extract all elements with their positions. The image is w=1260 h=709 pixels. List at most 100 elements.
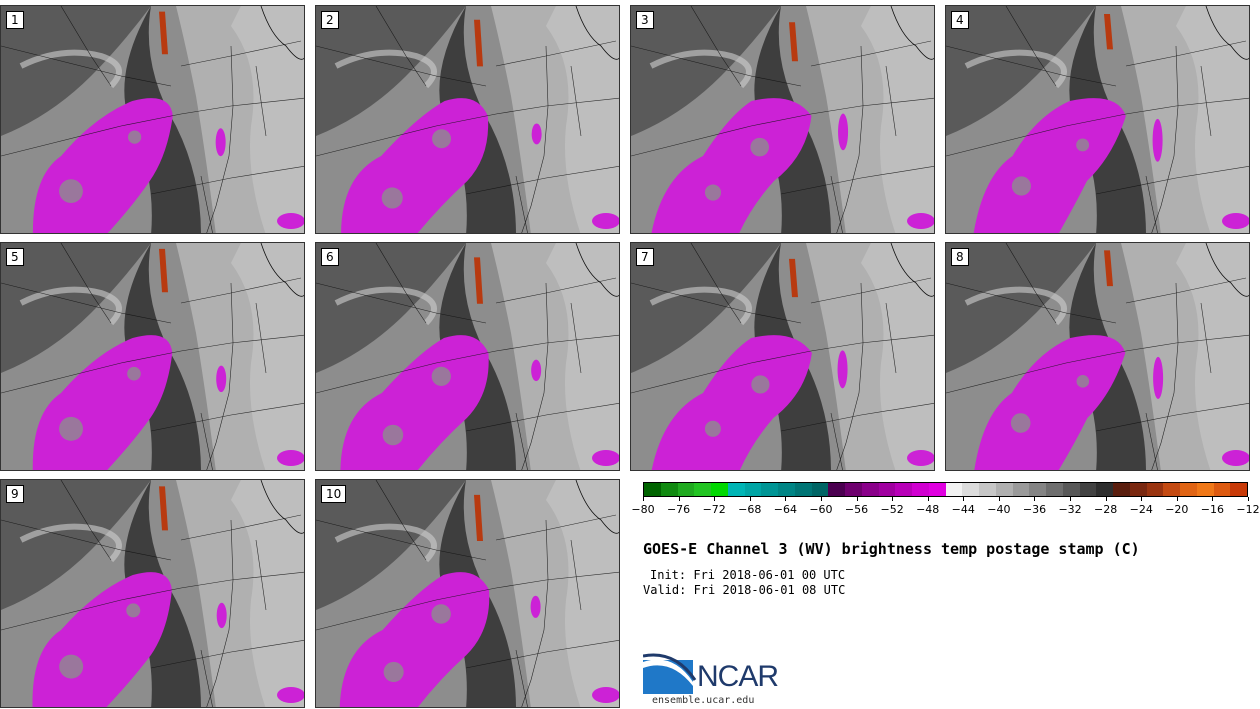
- member-number: 10: [321, 485, 347, 503]
- colorbar-tick-label: −40: [987, 503, 1011, 516]
- colorbar-tick: [1070, 497, 1072, 501]
- ensemble-member-panel: 9: [0, 479, 305, 708]
- member-number: 7: [636, 248, 654, 266]
- colorbar-segment: [1079, 483, 1097, 496]
- colorbar-segment: [1196, 483, 1214, 496]
- colorbar-tick: [998, 497, 1000, 501]
- colorbar-segment: [1046, 483, 1063, 496]
- colorbar-tick: [785, 497, 787, 501]
- colorbar-segment: [1163, 483, 1180, 496]
- colorbar-tick: [714, 497, 716, 501]
- colorbar-tick: [892, 497, 894, 501]
- ensemble-member-panel: 10: [315, 479, 620, 708]
- colorbar-tick: [749, 497, 751, 501]
- colorbar-tick: [856, 497, 858, 501]
- wv-map: [946, 243, 1249, 470]
- colorbar-ticks: −80 −76 −72 −68 −64 −60 −56 −52 −48 −44 −40 −36 −32−…: [631, 497, 1260, 517]
- wv-map: [316, 6, 619, 233]
- colorbar-segment: [1213, 483, 1231, 496]
- member-number: 9: [6, 485, 24, 503]
- colorbar-segment: [962, 483, 979, 496]
- colorbar-segment: [1113, 483, 1130, 496]
- wv-map: [316, 243, 619, 470]
- colorbar-segment: [1029, 483, 1046, 496]
- init-time: Init: Fri 2018-06-01 00 UTC: [650, 568, 846, 582]
- ensemble-member-panel: 8: [945, 242, 1250, 471]
- colorbar-segment: [1129, 483, 1147, 496]
- colorbar-segment: [878, 483, 896, 496]
- colorbar-tick-label: −36: [1022, 503, 1047, 516]
- member-number: 2: [321, 11, 339, 29]
- ensemble-member-panel: 4: [945, 5, 1250, 234]
- ncar-logo-icon: [643, 653, 697, 694]
- wv-map: [1, 480, 304, 707]
- member-number: 1: [6, 11, 24, 29]
- ensemble-member-panel: 6: [315, 242, 620, 471]
- colorbar-tick-label: −80: [631, 503, 655, 516]
- colorbar-segment: [778, 483, 795, 496]
- colorbar-segment: [644, 483, 661, 496]
- colorbar-tick: [820, 497, 822, 501]
- member-number: 5: [6, 248, 24, 266]
- colorbar-tick-label: −68: [738, 503, 762, 516]
- colorbar-segment: [1012, 483, 1030, 496]
- colorbar-segment: [761, 483, 778, 496]
- member-number: 6: [321, 248, 339, 266]
- colorbar-tick-label: −44: [951, 503, 975, 516]
- colorbar-tick: [1141, 497, 1143, 501]
- colorbar-tick-label: −56: [844, 503, 869, 516]
- figure-title: GOES-E Channel 3 (WV) brightness temp po…: [643, 540, 1140, 558]
- colorbar-segment: [711, 483, 728, 496]
- member-number: 3: [636, 11, 654, 29]
- colorbar-segment: [1146, 483, 1164, 496]
- wv-map: [631, 243, 934, 470]
- ensemble-member-panel: 7: [630, 242, 935, 471]
- colorbar-segment: [828, 483, 845, 496]
- wv-map: [316, 480, 619, 707]
- wv-map: [631, 6, 934, 233]
- colorbar-segment: [677, 483, 695, 496]
- colorbar-segment: [727, 483, 745, 496]
- colorbar-segment: [1230, 483, 1247, 496]
- ensemble-member-panel: 2: [315, 5, 620, 234]
- colorbar-segment: [861, 483, 879, 496]
- colorbar-tick: [1212, 497, 1214, 501]
- colorbar-segment: [660, 483, 678, 496]
- colorbar-tick: [927, 497, 929, 501]
- colorbar-tick-label: −12: [1236, 503, 1260, 516]
- colorbar-tick-label: −60: [809, 503, 833, 516]
- colorbar-tick-label: −64: [773, 503, 797, 516]
- wv-map: [1, 243, 304, 470]
- member-number: 4: [951, 11, 969, 29]
- colorbar-segment: [1180, 483, 1197, 496]
- colorbar-segment: [945, 483, 963, 496]
- colorbar-tick-label: −24: [1129, 503, 1153, 516]
- colorbar-segment: [912, 483, 929, 496]
- logo-wordmark: NCAR: [697, 660, 779, 693]
- wv-map: [1, 6, 304, 233]
- colorbar-segment: [811, 483, 829, 496]
- colorbar-segment: [845, 483, 862, 496]
- colorbar-tick-label: −72: [702, 503, 726, 516]
- colorbar-tick-label: −28: [1094, 503, 1118, 516]
- colorbar-tick: [1105, 497, 1107, 501]
- colorbar-segment: [794, 483, 812, 496]
- ensemble-member-panel: 1: [0, 5, 305, 234]
- colorbar-tick-label: −48: [916, 503, 940, 516]
- colorbar-tick-label: −16: [1200, 503, 1225, 516]
- colorbar-tick-label: −52: [880, 503, 904, 516]
- ensemble-member-panel: 3: [630, 5, 935, 234]
- member-number: 8: [951, 248, 969, 266]
- colorbar-tick: [643, 497, 644, 501]
- colorbar-tick-label: −76: [666, 503, 691, 516]
- colorbar-segment: [928, 483, 946, 496]
- colorbar-tick: [678, 497, 680, 501]
- colorbar-segment: [895, 483, 912, 496]
- colorbar-tick: [1176, 497, 1178, 501]
- colorbar-segment: [744, 483, 762, 496]
- colorbar-tick: [1034, 497, 1036, 501]
- ensemble-member-panel: 5: [0, 242, 305, 471]
- valid-time: Valid: Fri 2018-06-01 08 UTC: [643, 583, 846, 597]
- colorbar-segment: [995, 483, 1013, 496]
- colorbar-tick: [1248, 497, 1249, 501]
